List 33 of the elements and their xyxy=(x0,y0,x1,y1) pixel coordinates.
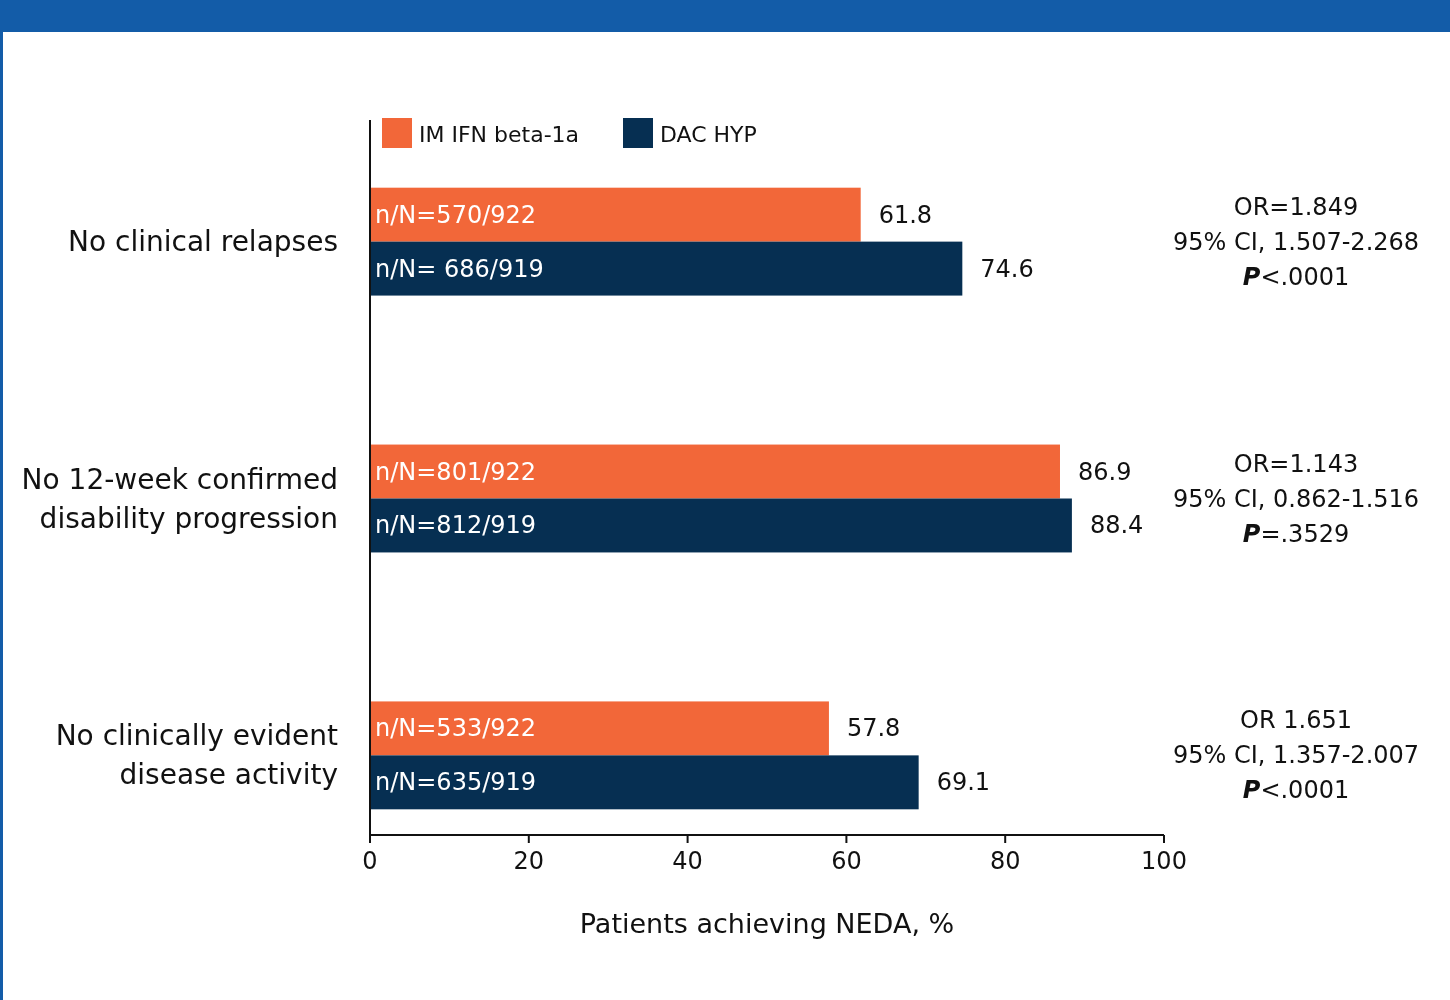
data-label: 61.8 xyxy=(878,200,933,229)
x-axis-title: Patients achieving NEDA, % xyxy=(579,908,955,939)
x-tick-label: 100 xyxy=(1141,847,1187,875)
x-tick-label: 60 xyxy=(831,847,862,875)
legend-label: DAC HYP xyxy=(660,121,757,147)
text: OR=1.849 95% CI, 1.507-2.268 P<.0001 xyxy=(1172,192,1420,291)
x-tick-label: 20 xyxy=(513,847,545,875)
bar xyxy=(370,755,919,810)
bar xyxy=(370,498,1072,553)
annotation: n/N=812/919 xyxy=(375,511,537,540)
y-tick-label: No 12-week confirmed disability progression xyxy=(21,462,338,535)
annotation: n/N= 686/919 xyxy=(375,254,544,283)
bar xyxy=(370,187,861,242)
x-tick-label: 40 xyxy=(672,847,703,875)
annotation: n/N=533/922 xyxy=(375,714,537,743)
data-label: 57.8 xyxy=(846,714,901,743)
y-tick-label: No clinically evident disease activity xyxy=(55,719,339,792)
data-label: 88.4 xyxy=(1089,511,1144,540)
text: OR=1.143 95% CI, 0.862-1.516 P=.3529 xyxy=(1172,449,1420,548)
bar xyxy=(370,444,1060,499)
y-tick-label: No clinical relapses xyxy=(68,225,338,259)
bar xyxy=(370,701,829,756)
annotation: n/N=570/922 xyxy=(375,200,537,229)
annotation: n/N=801/922 xyxy=(375,457,537,486)
annotation: n/N=635/919 xyxy=(375,768,537,797)
data-label: 69.1 xyxy=(936,768,991,797)
bar xyxy=(370,241,963,296)
legend-label: IM IFN beta-1a xyxy=(419,121,580,147)
x-tick-label: 80 xyxy=(989,847,1021,875)
data-label: 74.6 xyxy=(980,254,1034,283)
x-tick-label: 0 xyxy=(362,847,378,875)
data-label: 86.9 xyxy=(1077,457,1132,486)
text: OR 1.651 95% CI, 1.357-2.007 P<.0001 xyxy=(1172,706,1420,805)
